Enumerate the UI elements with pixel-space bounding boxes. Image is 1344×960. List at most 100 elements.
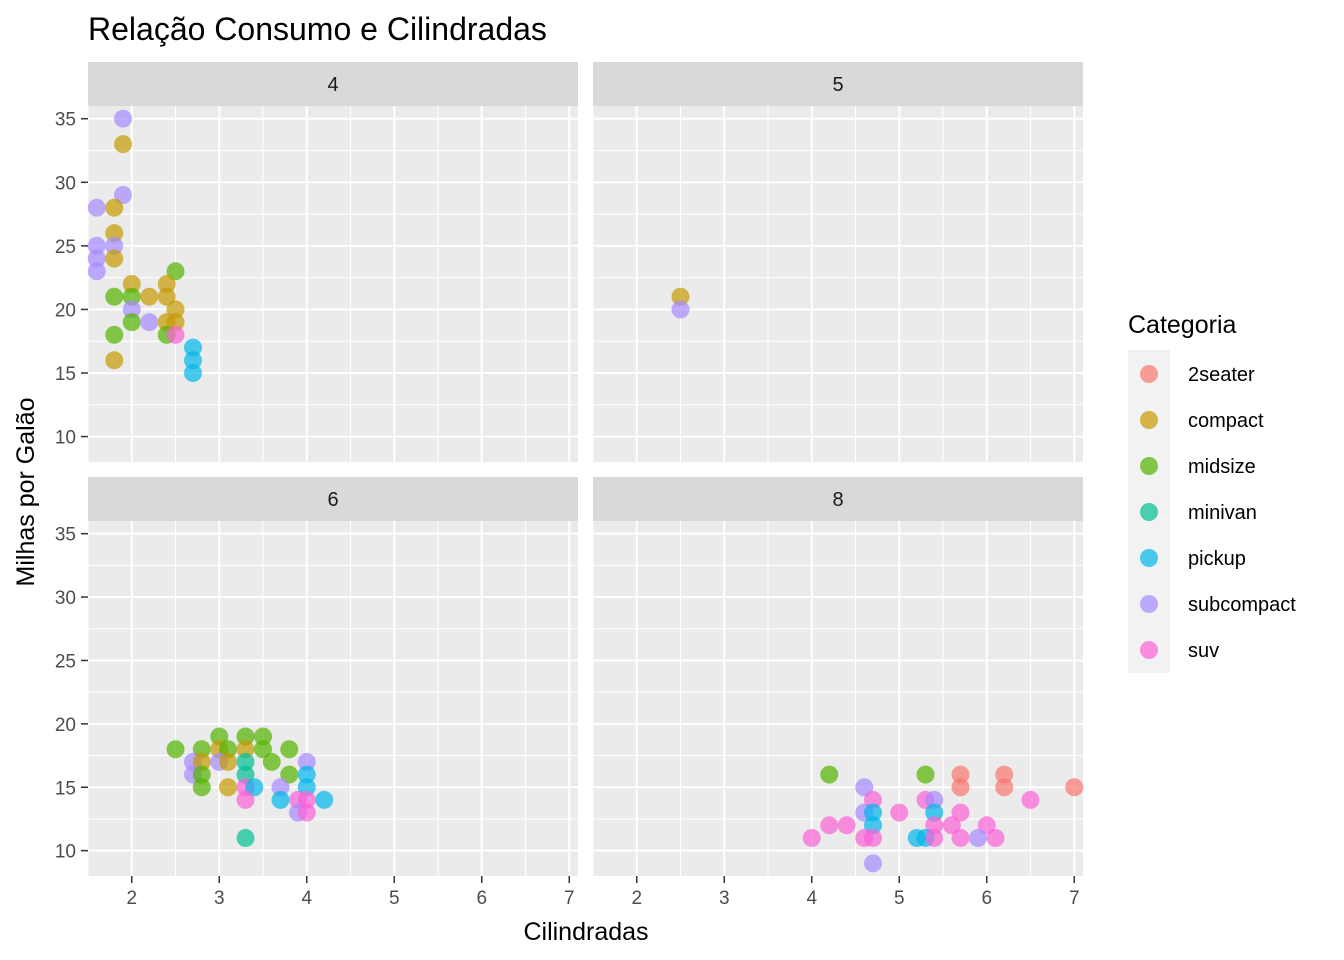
data-point-compact	[105, 224, 124, 243]
legend-label-pickup: pickup	[1188, 548, 1246, 570]
facet-strip-label: 4	[327, 74, 338, 96]
data-point-compact	[166, 313, 185, 332]
data-point-compact	[157, 275, 176, 293]
legend-key-2seater	[1140, 365, 1158, 383]
y-tick-label: 15	[55, 364, 76, 385]
legend-items: 2seater compact midsize minivan pickup subcom…	[1140, 364, 1296, 662]
facet-strip	[88, 62, 578, 106]
facet-strip-label: 5	[832, 74, 843, 96]
data-point-subcompact	[105, 236, 124, 255]
data-point-midsize	[192, 765, 211, 784]
data-point-suv	[236, 790, 255, 809]
chart-title: Relação Consumo e Cilindradas	[88, 11, 547, 47]
data-point-suv	[925, 816, 944, 835]
facet-strip	[593, 62, 1083, 106]
data-point-compact	[236, 740, 255, 759]
facet-panel-6: 6 10 15 20 25 30 35 2 3 4 5 6 7	[55, 477, 578, 909]
legend-label-midsize: midsize	[1188, 456, 1256, 478]
data-point-subcompact	[855, 778, 874, 797]
data-point-compact	[140, 287, 159, 306]
data-point-2seater	[995, 778, 1014, 797]
y-tick-label: 20	[55, 300, 76, 321]
legend-key-suv	[1140, 641, 1158, 659]
data-point-compact	[105, 249, 124, 268]
data-point-subcompact	[969, 828, 987, 847]
data-point-suv	[802, 828, 821, 847]
data-point-suv	[925, 828, 944, 847]
data-point-compact	[114, 135, 132, 154]
data-point-subcompact	[87, 236, 106, 255]
data-point-pickup	[184, 338, 202, 357]
data-point-pickup	[925, 803, 944, 822]
y-tick-label: 35	[55, 525, 76, 546]
x-tick-label: 6	[981, 888, 992, 909]
data-point-2seater	[951, 765, 970, 784]
data-point-compact	[157, 287, 176, 306]
data-point-midsize	[192, 778, 211, 797]
data-point-subcompact	[925, 790, 944, 809]
data-point-suv	[951, 803, 970, 822]
facet-strip-label: 6	[327, 489, 338, 511]
data-point-subcompact	[271, 778, 290, 797]
y-tick-label: 30	[55, 173, 76, 194]
data-point-midsize	[105, 287, 124, 306]
legend-label-subcompact: subcompact	[1188, 594, 1296, 616]
x-tick-label: 7	[1069, 888, 1080, 909]
data-point-pickup	[297, 778, 316, 797]
data-point-midsize	[166, 740, 185, 759]
data-point-suv	[837, 816, 856, 835]
facet-strip-label: 8	[832, 489, 843, 511]
data-point-subcompact	[114, 109, 132, 128]
data-point-suv	[977, 816, 996, 835]
data-point-midsize	[122, 287, 141, 306]
x-tick-label: 3	[719, 888, 730, 909]
data-point-suv	[166, 325, 185, 344]
y-tick-label: 15	[55, 778, 76, 799]
x-tick-label: 2	[631, 888, 642, 909]
y-tick-label: 20	[55, 715, 76, 736]
panel-background	[88, 521, 578, 876]
data-point-midsize	[122, 313, 141, 332]
data-point-midsize	[192, 740, 211, 759]
data-point-subcompact	[87, 262, 106, 281]
data-point-compact	[122, 275, 141, 293]
x-axis-label: Cilindradas	[523, 918, 648, 946]
data-point-pickup	[245, 778, 264, 797]
x-tick-label: 5	[894, 888, 905, 909]
y-tick-label: 10	[55, 842, 76, 863]
data-point-subcompact	[87, 249, 106, 268]
legend-key-minivan	[1140, 503, 1158, 521]
data-point-suv	[986, 828, 1005, 847]
legend-label-compact: compact	[1188, 410, 1264, 432]
legend-key-compact	[1140, 411, 1158, 429]
data-point-2seater	[951, 778, 970, 797]
x-tick-label: 4	[806, 888, 817, 909]
data-point-subcompact	[122, 300, 141, 319]
data-point-suv	[864, 828, 882, 847]
data-point-suv	[942, 816, 961, 835]
data-point-compact	[166, 300, 185, 319]
data-point-midsize	[166, 262, 185, 281]
data-point-pickup	[184, 364, 202, 382]
y-tick-label: 35	[55, 110, 76, 131]
data-point-midsize	[210, 727, 229, 746]
data-point-midsize	[219, 740, 237, 759]
legend-label-suv: suv	[1188, 640, 1219, 662]
facet-panel-5: 5	[592, 62, 1083, 462]
data-point-midsize	[280, 740, 299, 759]
data-point-subcompact	[671, 300, 690, 319]
data-point-midsize	[236, 727, 255, 746]
data-point-subcompact	[140, 313, 159, 332]
x-tick-label: 4	[301, 888, 312, 909]
data-point-compact	[671, 287, 690, 306]
data-point-suv	[297, 790, 316, 809]
legend-key-subcompact	[1140, 595, 1158, 613]
data-point-compact	[219, 752, 237, 771]
data-point-minivan	[236, 765, 255, 784]
data-point-pickup	[184, 351, 202, 370]
data-point-subcompact	[297, 752, 316, 771]
data-point-suv	[951, 828, 970, 847]
data-point-suv	[1021, 790, 1040, 809]
data-point-midsize	[105, 325, 124, 344]
